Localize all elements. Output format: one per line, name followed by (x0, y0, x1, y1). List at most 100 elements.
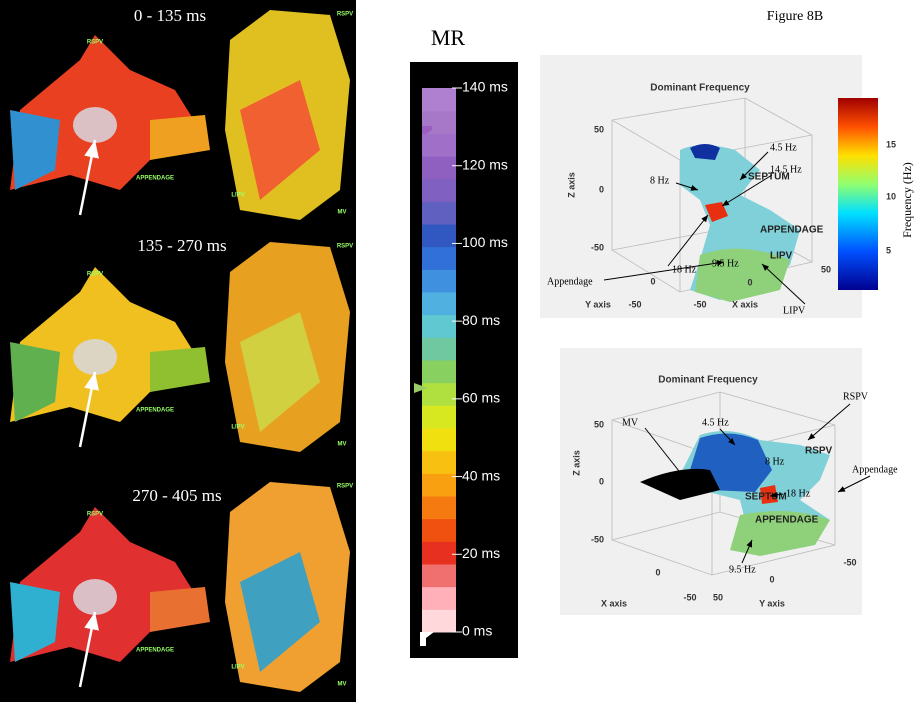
axis-tick: 0 (655, 567, 660, 577)
scale-band (422, 133, 456, 157)
heart-map (240, 80, 320, 200)
region-tag: MV (338, 682, 347, 688)
axis-label: X axis (601, 598, 627, 608)
scale-band (422, 246, 456, 270)
arrow (78, 371, 99, 448)
heart-map (73, 579, 117, 615)
axis-label: Y axis (585, 299, 611, 309)
colorbar (838, 98, 878, 290)
axis-tick: 50 (821, 264, 831, 274)
heart-map (150, 115, 210, 160)
scale-label: 100 ms (462, 234, 508, 250)
annotation: 9.5 Hz (729, 564, 756, 575)
scale-label: 20 ms (462, 545, 500, 561)
axis-tick: -50 (591, 534, 604, 544)
annotation: 14.5 Hz (770, 164, 802, 175)
region-tag: RSPV (337, 484, 353, 490)
scale-band (422, 269, 456, 293)
colorbar-tick: 10 (886, 191, 896, 201)
region-tag: APPENDAGE (136, 176, 174, 182)
annotation: 8 Hz (765, 456, 785, 467)
scale-marker (420, 632, 434, 646)
axis-tick: 0 (650, 276, 655, 286)
axis-label: X axis (732, 299, 758, 309)
annotation: 9.5 Hz (712, 258, 739, 269)
region-tag: RSPV (87, 272, 103, 278)
axis-tick: 0 (747, 277, 752, 287)
scale-band (422, 541, 456, 565)
scale-marker (422, 126, 432, 134)
scale-band (422, 88, 456, 112)
annotation: LIPV (783, 305, 806, 316)
annotation: 4.5 Hz (770, 142, 797, 153)
scale-band (422, 292, 456, 316)
axis-tick: -50 (683, 592, 696, 602)
panel-label: 135 - 270 ms (137, 236, 226, 255)
region-tag: RSPV (337, 244, 353, 250)
axis-tick: 0 (599, 184, 604, 194)
region-tag: RSPV (337, 12, 353, 18)
scale-band (422, 178, 456, 202)
region-tag: RSPV (87, 40, 103, 46)
heart-map (73, 339, 117, 375)
heart-map (10, 110, 60, 190)
heart-map (10, 582, 60, 662)
axis-tick: -50 (843, 557, 856, 567)
region-tag: APPENDAGE (136, 408, 174, 414)
scale-band (422, 224, 456, 248)
axis-label: Y axis (759, 598, 785, 608)
annotation-arrows (603, 151, 806, 305)
scale-label: 140 ms (462, 79, 508, 95)
annotation: MV (622, 417, 639, 428)
region-label: SEPTUM (745, 492, 787, 503)
axis-tick: -50 (591, 242, 604, 252)
region-label: APPENDAGE (755, 515, 819, 526)
scale-band (422, 428, 456, 452)
scale-band (422, 156, 456, 180)
scale-band (422, 201, 456, 225)
annotation: 8 Hz (650, 175, 670, 186)
axis-tick: 50 (713, 592, 723, 602)
axis-label: Z axis (571, 450, 581, 476)
annotation: Appendage (852, 464, 898, 475)
region-tag: LIPV (231, 665, 244, 671)
heart-map (10, 342, 60, 422)
heart-map (73, 107, 117, 143)
region-label: APPENDAGE (760, 225, 824, 236)
region-tag: MV (338, 210, 347, 216)
scale-band (422, 337, 456, 361)
annotation: 18 Hz (672, 264, 697, 275)
scale-band (422, 405, 456, 429)
scale-band (422, 473, 456, 497)
annotation: 4.5 Hz (702, 417, 729, 428)
arrow (78, 611, 99, 688)
axis-tick: 0 (769, 574, 774, 584)
frequency-map (640, 431, 830, 556)
scale-band (422, 518, 456, 542)
scale-label: 0 ms (462, 623, 492, 639)
scale-band (422, 609, 456, 633)
annotation: Appendage (547, 276, 593, 287)
scale-band (422, 450, 456, 474)
axis-tick: 50 (594, 124, 604, 134)
region-tag: RSPV (87, 512, 103, 518)
arrow (78, 139, 99, 216)
region-tag: APPENDAGE (136, 648, 174, 654)
region-label: RSPV (805, 446, 833, 457)
annotation: 18 Hz (786, 488, 811, 499)
axis-tick: 0 (599, 476, 604, 486)
heart-map (240, 312, 320, 432)
colorbar-label: Frequency (Hz) (900, 162, 914, 238)
scale-label: 40 ms (462, 467, 500, 483)
axis-label: Z axis (566, 172, 576, 198)
scale-label: 80 ms (462, 312, 500, 328)
heart-maps: RSPV APPENDAGE RSPV LIPV MV RSPV APPENDAGE RSPV… (10, 10, 353, 692)
region-tag: LIPV (231, 193, 244, 199)
axis-tick: 50 (594, 419, 604, 429)
scale-band (422, 314, 456, 338)
scale-band (422, 564, 456, 588)
region-tag: LIPV (231, 425, 244, 431)
region-tag: MV (338, 442, 347, 448)
scale-title: MR (431, 25, 466, 50)
